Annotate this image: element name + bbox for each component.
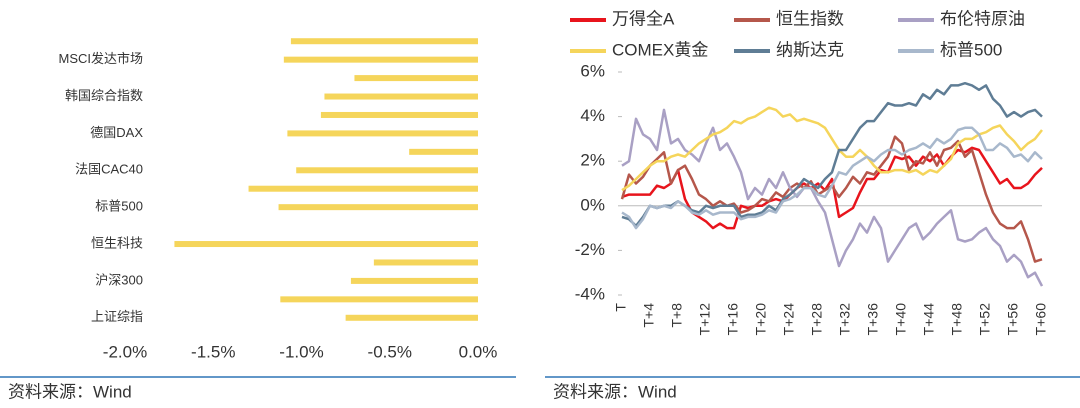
y-tick-label: -4% <box>575 284 605 303</box>
x-tick-label: T+48 <box>949 303 965 336</box>
x-tick-label: T <box>613 303 629 312</box>
legend-label: 万得全A <box>612 9 675 28</box>
x-tick-label: T+12 <box>697 303 713 336</box>
y-tick-label: 沪深300 <box>95 272 143 287</box>
x-tick-label: -0.5% <box>368 342 412 361</box>
y-tick-label: -2% <box>575 240 605 259</box>
y-tick-label: 2% <box>580 151 605 170</box>
bar <box>350 277 478 284</box>
x-tick-label: T+24 <box>781 303 797 336</box>
x-tick-label: T+16 <box>725 303 741 336</box>
bar <box>409 148 478 155</box>
y-tick-label: 标普500 <box>95 199 143 214</box>
y-tick-label: MSCI发达市场 <box>58 51 143 66</box>
y-tick-label: 德国DAX <box>90 125 143 140</box>
x-tick-label: T+4 <box>641 303 657 328</box>
y-tick-label: 6% <box>580 61 605 80</box>
bar <box>354 75 478 82</box>
bar <box>320 111 478 118</box>
x-tick-label: T+40 <box>893 303 909 336</box>
bar <box>290 38 478 45</box>
bar <box>345 314 478 321</box>
x-tick-label: -1.0% <box>279 342 323 361</box>
y-tick-label: 韩国综合指数 <box>65 88 143 103</box>
x-tick-label: T+8 <box>669 303 685 328</box>
y-tick-label: 法国CAC40 <box>75 162 143 177</box>
bar <box>248 185 478 192</box>
x-tick-label: T+36 <box>865 303 881 336</box>
legend-label: 恒生指数 <box>776 9 844 28</box>
source-note: 资料来源：Wind <box>8 382 132 401</box>
bar <box>280 296 478 303</box>
legend-label: 标普500 <box>940 40 1002 59</box>
series-line <box>621 108 1044 287</box>
bar <box>174 241 479 248</box>
bar <box>283 56 478 63</box>
x-tick-label: T+20 <box>753 303 769 336</box>
y-tick-label: 0% <box>580 195 605 214</box>
legend-label: COMEX黄金 <box>612 40 708 59</box>
bar <box>324 93 478 100</box>
source-note: 资料来源：Wind <box>553 382 677 401</box>
bar <box>278 204 478 211</box>
x-tick-label: T+60 <box>1033 303 1049 336</box>
x-tick-label: T+52 <box>977 303 993 336</box>
x-tick-label: -1.5% <box>191 342 235 361</box>
y-tick-label: 恒生科技 <box>91 235 143 250</box>
legend-label: 布伦特原油 <box>940 9 1025 28</box>
legend-label: 纳斯达克 <box>776 40 844 59</box>
series-line <box>621 106 1043 192</box>
x-tick-label: T+28 <box>809 303 825 336</box>
y-tick-label: 上证综指 <box>91 309 143 324</box>
bar <box>287 130 478 137</box>
series-line <box>621 81 1043 228</box>
x-tick-label: T+32 <box>837 303 853 336</box>
x-tick-label: T+44 <box>921 303 937 336</box>
x-tick-label: 0.0% <box>459 342 498 361</box>
bar <box>373 259 478 266</box>
bar <box>296 167 478 174</box>
y-tick-label: 4% <box>580 106 605 125</box>
x-tick-label: -2.0% <box>103 342 147 361</box>
x-tick-label: T+56 <box>1005 303 1021 336</box>
series-line <box>621 126 1043 230</box>
